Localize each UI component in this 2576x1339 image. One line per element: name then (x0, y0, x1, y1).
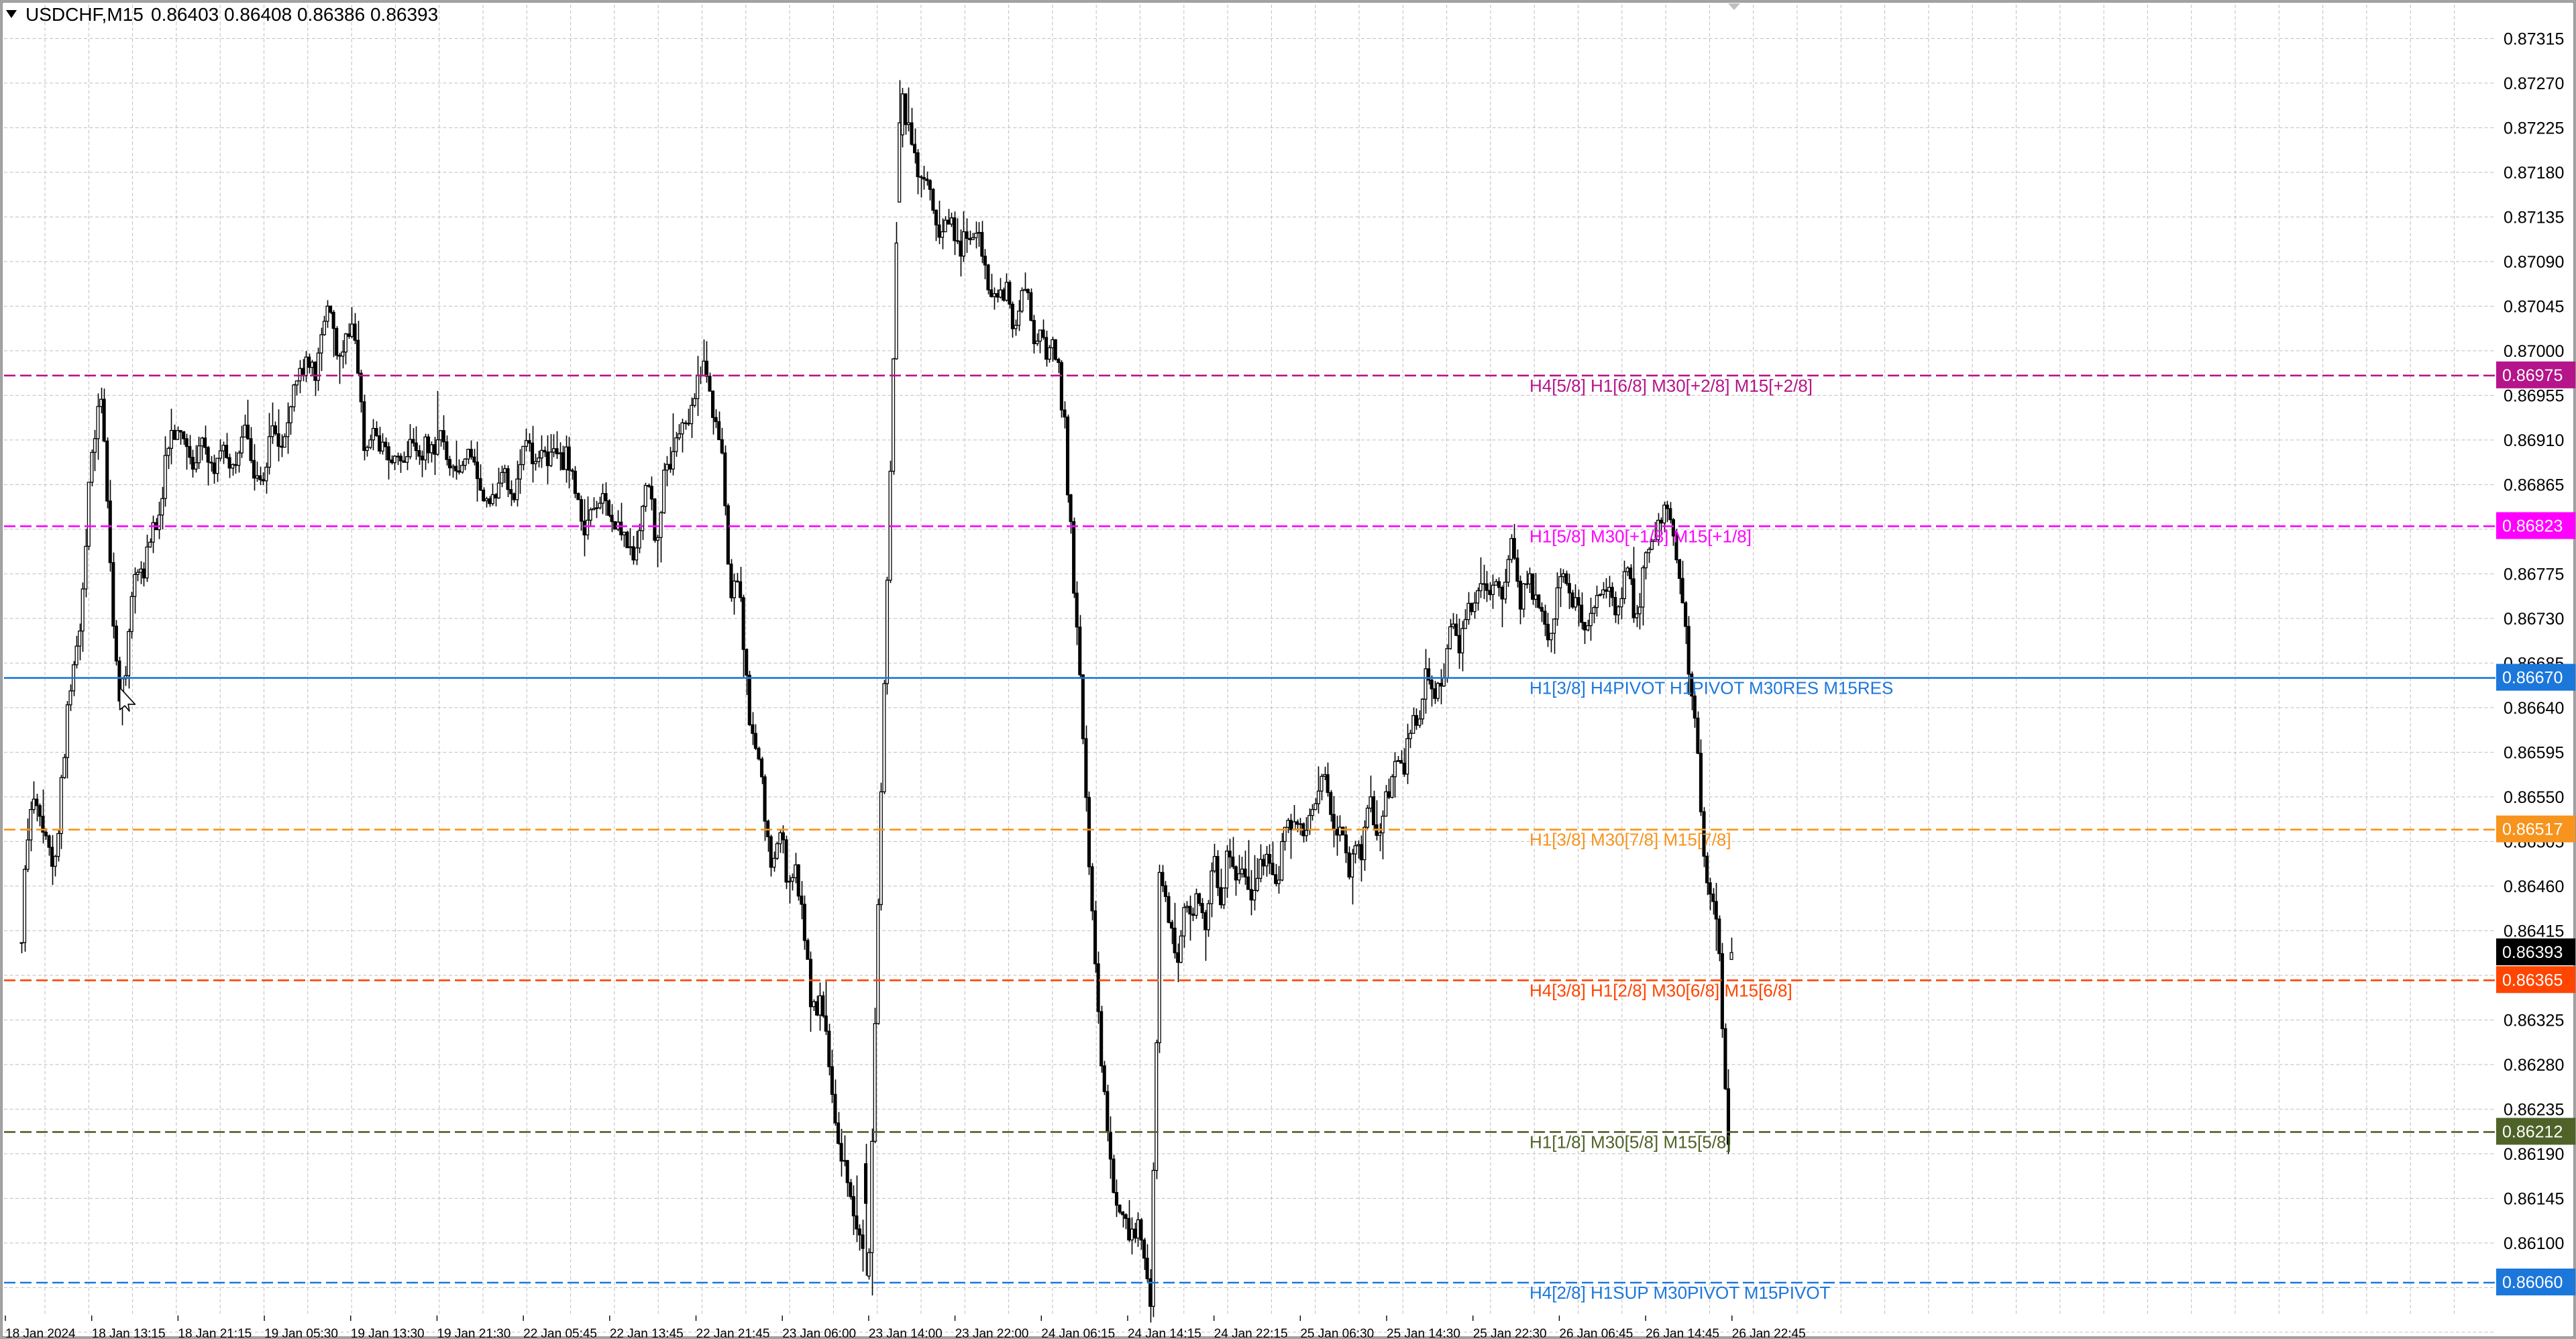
svg-text:H1[3/8] H4PIVOT H1PIVOT M30RES: H1[3/8] H4PIVOT H1PIVOT M30RES M15RES (1529, 678, 1893, 698)
svg-text:H1[5/8] M30[+1/8] M15[+1/8]: H1[5/8] M30[+1/8] M15[+1/8] (1529, 526, 1752, 546)
svg-text:0.86550: 0.86550 (2504, 788, 2564, 807)
svg-text:22 Jan 05:45: 22 Jan 05:45 (523, 1327, 597, 1339)
svg-text:0.86393: 0.86393 (2502, 943, 2563, 962)
svg-text:18 Jan 13:15: 18 Jan 13:15 (92, 1327, 166, 1339)
svg-text:0.87135: 0.87135 (2504, 208, 2564, 227)
svg-text:0.86730: 0.86730 (2504, 610, 2564, 629)
svg-text:0.87090: 0.87090 (2504, 253, 2564, 272)
svg-text:0.87225: 0.87225 (2504, 119, 2564, 138)
svg-text:0.86235: 0.86235 (2504, 1100, 2564, 1119)
svg-text:0.86365: 0.86365 (2502, 971, 2563, 989)
svg-text:0.86460: 0.86460 (2504, 877, 2564, 896)
svg-text:0.86403 0.86408 0.86386 0.8639: 0.86403 0.86408 0.86386 0.86393 (151, 4, 438, 25)
svg-text:26 Jan 22:45: 26 Jan 22:45 (1732, 1327, 1806, 1339)
svg-text:H4[2/8] H1SUP M30PIVOT M15PIVO: H4[2/8] H1SUP M30PIVOT M15PIVOT (1529, 1283, 1831, 1303)
svg-text:22 Jan 13:45: 22 Jan 13:45 (610, 1327, 684, 1339)
svg-text:22 Jan 21:45: 22 Jan 21:45 (696, 1327, 770, 1339)
svg-text:0.86325: 0.86325 (2504, 1011, 2564, 1030)
svg-text:0.86910: 0.86910 (2504, 431, 2564, 450)
svg-text:0.86865: 0.86865 (2504, 476, 2564, 494)
svg-text:0.87270: 0.87270 (2504, 74, 2564, 93)
svg-text:H4[3/8] H1[2/8] M30[6/8] M15[6: H4[3/8] H1[2/8] M30[6/8] M15[6/8] (1529, 980, 1792, 1000)
svg-text:25 Jan 06:30: 25 Jan 06:30 (1300, 1327, 1374, 1339)
svg-text:H1[3/8] M30[7/8] M15[7/8]: H1[3/8] M30[7/8] M15[7/8] (1529, 830, 1731, 850)
svg-text:0.86775: 0.86775 (2504, 565, 2564, 584)
svg-text:23 Jan 06:00: 23 Jan 06:00 (782, 1327, 856, 1339)
svg-text:0.86517: 0.86517 (2502, 820, 2563, 839)
svg-text:25 Jan 22:30: 25 Jan 22:30 (1473, 1327, 1547, 1339)
svg-text:0.86212: 0.86212 (2502, 1122, 2563, 1141)
svg-text:18 Jan 2024: 18 Jan 2024 (5, 1327, 76, 1339)
svg-text:24 Jan 06:15: 24 Jan 06:15 (1041, 1327, 1115, 1339)
svg-text:0.86823: 0.86823 (2502, 517, 2563, 535)
svg-text:USDCHF,M15: USDCHF,M15 (25, 4, 144, 25)
svg-text:0.86190: 0.86190 (2504, 1145, 2564, 1164)
svg-text:0.86100: 0.86100 (2504, 1234, 2564, 1253)
svg-text:0.86670: 0.86670 (2502, 669, 2563, 688)
svg-text:25 Jan 14:30: 25 Jan 14:30 (1387, 1327, 1460, 1339)
svg-text:23 Jan 22:00: 23 Jan 22:00 (955, 1327, 1029, 1339)
svg-text:0.86145: 0.86145 (2504, 1189, 2564, 1208)
svg-text:0.86640: 0.86640 (2504, 699, 2564, 718)
svg-text:0.87000: 0.87000 (2504, 342, 2564, 361)
svg-text:26 Jan 06:45: 26 Jan 06:45 (1559, 1327, 1633, 1339)
svg-text:0.87180: 0.87180 (2504, 164, 2564, 182)
svg-text:0.87045: 0.87045 (2504, 297, 2564, 316)
svg-text:0.86955: 0.86955 (2504, 386, 2564, 405)
svg-text:0.86060: 0.86060 (2502, 1273, 2563, 1292)
svg-text:26 Jan 14:45: 26 Jan 14:45 (1646, 1327, 1719, 1339)
svg-text:19 Jan 21:30: 19 Jan 21:30 (437, 1327, 511, 1339)
svg-text:0.86595: 0.86595 (2504, 743, 2564, 762)
svg-text:H1[1/8] M30[5/8] M15[5/8]: H1[1/8] M30[5/8] M15[5/8] (1529, 1132, 1731, 1152)
svg-text:H4[5/8] H1[6/8] M30[+2/8] M15[: H4[5/8] H1[6/8] M30[+2/8] M15[+2/8] (1529, 376, 1813, 396)
svg-text:0.86280: 0.86280 (2504, 1056, 2564, 1075)
svg-text:23 Jan 14:00: 23 Jan 14:00 (869, 1327, 943, 1339)
svg-text:0.87315: 0.87315 (2504, 30, 2564, 48)
svg-text:0.86975: 0.86975 (2502, 366, 2563, 385)
svg-text:18 Jan 21:15: 18 Jan 21:15 (178, 1327, 252, 1339)
svg-text:19 Jan 13:30: 19 Jan 13:30 (351, 1327, 425, 1339)
svg-text:0.86415: 0.86415 (2504, 922, 2564, 941)
svg-text:19 Jan 05:30: 19 Jan 05:30 (264, 1327, 338, 1339)
svg-text:24 Jan 22:15: 24 Jan 22:15 (1214, 1327, 1288, 1339)
svg-text:24 Jan 14:15: 24 Jan 14:15 (1128, 1327, 1201, 1339)
